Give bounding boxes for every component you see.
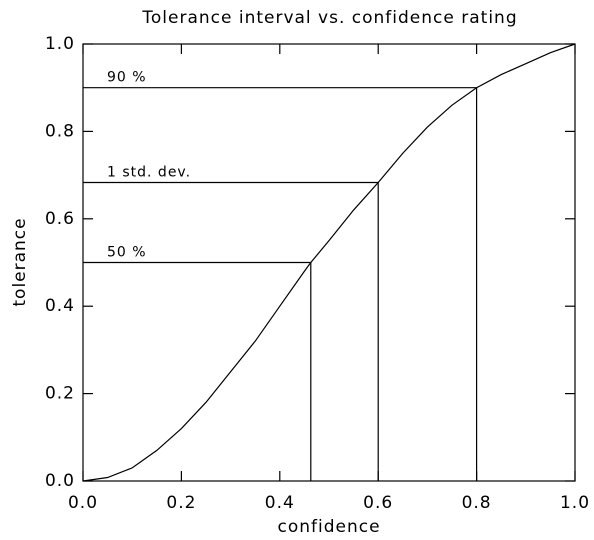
curve <box>82 43 576 482</box>
y-tick-label: 0.4 <box>45 296 75 316</box>
x-tick-label: 0.0 <box>68 493 98 513</box>
x-tick-label: 1.0 <box>560 493 590 513</box>
x-tick-label: 0.8 <box>462 493 492 513</box>
annotation: 90 % <box>107 70 147 86</box>
x-tick-label: 0.2 <box>166 493 196 513</box>
annotation: 50 % <box>107 245 147 261</box>
chart-title: Tolerance interval vs. confidence rating <box>141 8 517 28</box>
x-tick-label: 0.6 <box>363 493 393 513</box>
y-tick-label: 0.8 <box>45 121 75 141</box>
y-tick-label: 0.6 <box>45 209 75 229</box>
x-tick-label: 0.4 <box>265 493 295 513</box>
y-tick-label: 0.2 <box>45 384 75 404</box>
annotation: 1 std. dev. <box>107 165 191 181</box>
y-tick-label: 0.0 <box>45 471 75 491</box>
y-tick-label: 1.0 <box>45 34 75 54</box>
x-axis-label: confidence <box>277 517 380 537</box>
y-axis-label: tolerance <box>10 217 30 306</box>
